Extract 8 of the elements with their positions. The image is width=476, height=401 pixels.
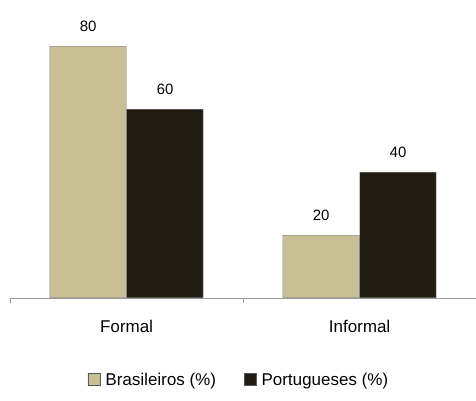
data-label: 40 [390, 144, 406, 161]
data-label: 20 [312, 207, 330, 224]
x-tick-label: Informal [328, 317, 390, 336]
legend-label: Brasileiros (%) [105, 370, 216, 389]
x-tick-label: Formal [100, 317, 153, 336]
data-label: 80 [80, 18, 96, 35]
legend-label: Portugueses (%) [261, 370, 388, 389]
data-label: 60 [156, 81, 174, 98]
